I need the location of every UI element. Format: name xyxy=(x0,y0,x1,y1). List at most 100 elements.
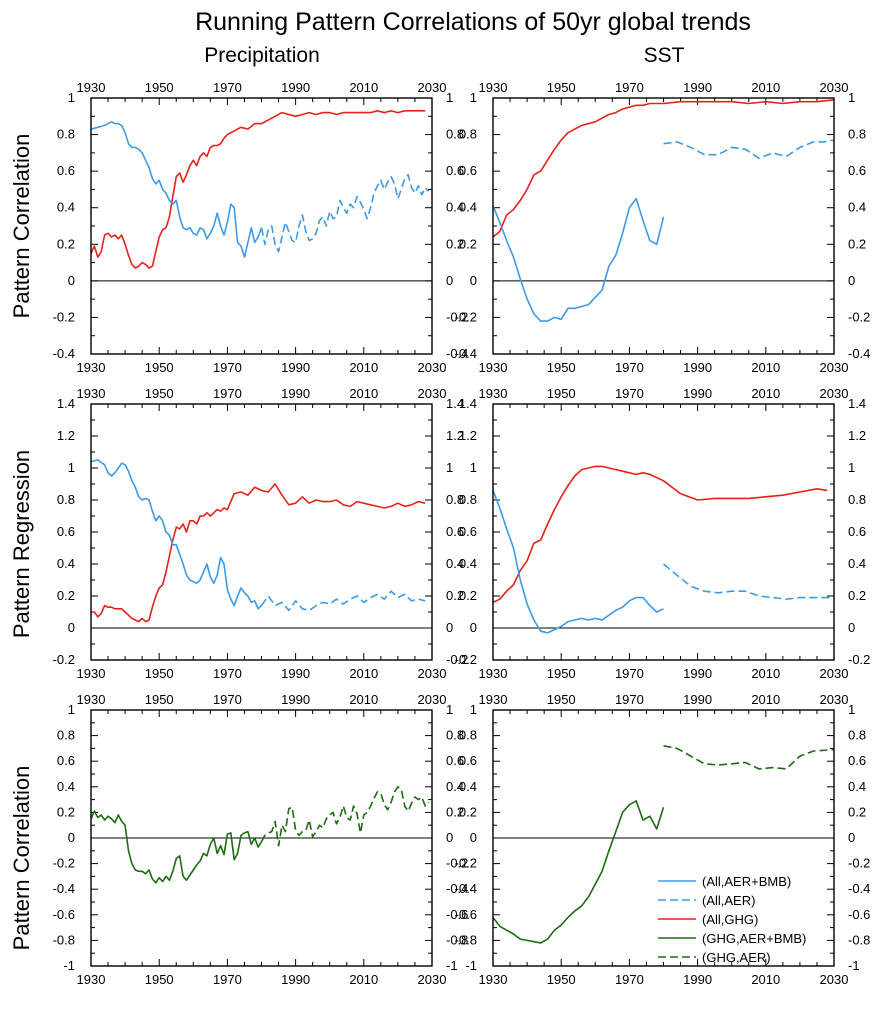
y-tick-label: 0.2 xyxy=(848,588,866,603)
x-tick-label: 2010 xyxy=(349,666,378,681)
y-tick-label: 0.6 xyxy=(848,753,866,768)
y-tick-label: 1 xyxy=(446,460,453,475)
y-tick-label: 1 xyxy=(68,702,75,717)
x-tick-label: 2030 xyxy=(418,386,447,401)
y-tick-label: 0.4 xyxy=(848,779,866,794)
y-tick-label: 0.4 xyxy=(848,556,866,571)
x-tick-label: 1990 xyxy=(281,80,310,95)
x-tick-label: 1970 xyxy=(615,386,644,401)
x-tick-label: 1930 xyxy=(77,386,106,401)
x-tick-label: 1930 xyxy=(479,360,508,375)
series-line xyxy=(492,99,835,238)
x-tick-label: 1950 xyxy=(547,80,576,95)
x-tick-label: 2010 xyxy=(349,360,378,375)
y-tick-label: -0.4 xyxy=(455,881,477,896)
x-tick-label: 2010 xyxy=(751,692,780,707)
x-tick-label: 1970 xyxy=(213,666,242,681)
x-tick-label: 1930 xyxy=(479,666,508,681)
y-tick-label: 0.4 xyxy=(446,556,464,571)
x-tick-label: 1930 xyxy=(77,692,106,707)
y-tick-label: 0 xyxy=(446,273,453,288)
x-tick-label: 2010 xyxy=(751,972,780,987)
panel-0-0: 1930 1930 1950 1950 1970 1970 1990 1990 2010 2010… xyxy=(53,80,469,375)
y-tick-label: 0.6 xyxy=(57,524,75,539)
y-tick-label: 0.4 xyxy=(57,200,75,215)
y-tick-label: 0.6 xyxy=(57,163,75,178)
y-tick-label: 0.8 xyxy=(848,728,866,743)
x-tick-label: 1950 xyxy=(145,666,174,681)
x-tick-label: 2030 xyxy=(418,360,447,375)
x-tick-label: 1930 xyxy=(479,80,508,95)
y-tick-label: 0 xyxy=(848,273,855,288)
y-tick-label: -0.8 xyxy=(455,932,477,947)
series-line xyxy=(492,465,828,604)
x-tick-label: 1970 xyxy=(213,360,242,375)
y-tick-label: -0.4 xyxy=(446,346,468,361)
y-tick-label: -0.2 xyxy=(848,309,870,324)
main-title: Running Pattern Correlations of 50yr glo… xyxy=(195,8,751,36)
y-tick-label: 0.8 xyxy=(446,728,464,743)
y-tick-label: 1.4 xyxy=(446,396,464,411)
y-tick-label: 0.4 xyxy=(57,779,75,794)
y-tick-label: 0.8 xyxy=(459,127,477,142)
x-tick-label: 2030 xyxy=(418,80,447,95)
series-line xyxy=(260,785,430,847)
y-tick-label: -0.2 xyxy=(455,856,477,871)
y-tick-label: 0.6 xyxy=(459,753,477,768)
x-tick-label: 2030 xyxy=(820,972,849,987)
x-tick-label: 1930 xyxy=(77,972,106,987)
y-tick-label: 1 xyxy=(848,460,855,475)
y-tick-label: -1 xyxy=(465,958,477,973)
x-tick-label: 2030 xyxy=(820,666,849,681)
y-tick-label: 0.6 xyxy=(459,524,477,539)
y-tick-label: 0.6 xyxy=(446,524,464,539)
plot-frame xyxy=(90,403,433,661)
x-tick-label: 1970 xyxy=(615,80,644,95)
y-tick-label: 0.8 xyxy=(848,127,866,142)
y-tick-label: 0.6 xyxy=(57,753,75,768)
legend: (All,AER+BMB) (All,AER) (All,GHG) (GHG,AER+… xyxy=(658,874,806,965)
y-tick-label: 1 xyxy=(470,90,477,105)
y-tick-label: 0.4 xyxy=(459,200,477,215)
y-tick-label: 0 xyxy=(848,830,855,845)
panel-2-0: 1930 1930 1950 1950 1970 1970 1990 1990 2010 2010… xyxy=(53,692,469,987)
y-tick-label: 1.2 xyxy=(459,428,477,443)
y-tick-label: -0.6 xyxy=(455,907,477,922)
x-tick-label: 2010 xyxy=(349,80,378,95)
y-tick-label: 0.2 xyxy=(459,588,477,603)
x-tick-label: 1970 xyxy=(615,972,644,987)
series-line xyxy=(492,800,665,944)
x-tick-label: 1990 xyxy=(281,666,310,681)
series-line xyxy=(260,174,430,253)
y-tick-label: -0.2 xyxy=(446,652,468,667)
y-tick-label: -0.4 xyxy=(848,881,870,896)
series-line xyxy=(260,590,426,612)
x-tick-label: 2030 xyxy=(820,692,849,707)
x-tick-label: 1930 xyxy=(479,386,508,401)
x-tick-label: 1950 xyxy=(547,692,576,707)
series-line xyxy=(663,139,835,160)
y-tick-label: -0.2 xyxy=(455,309,477,324)
y-tick-label: 1.4 xyxy=(848,396,866,411)
x-tick-label: 1970 xyxy=(615,692,644,707)
x-tick-label: 1970 xyxy=(213,80,242,95)
y-tick-label: 0.2 xyxy=(446,804,464,819)
series-line xyxy=(90,121,263,258)
y-tick-label: -0.4 xyxy=(53,881,75,896)
y-tick-label: -1 xyxy=(848,958,860,973)
series-line xyxy=(663,745,835,770)
x-tick-label: 1990 xyxy=(683,972,712,987)
series-line xyxy=(492,197,665,322)
x-tick-label: 1990 xyxy=(683,386,712,401)
y-tick-label: 1 xyxy=(848,702,855,717)
y-tick-label: 1 xyxy=(848,90,855,105)
y-tick-label: 1.2 xyxy=(446,428,464,443)
y-tick-label: 1 xyxy=(470,460,477,475)
y-tick-label: -0.2 xyxy=(53,856,75,871)
plot-frame xyxy=(492,97,835,355)
x-tick-label: 2010 xyxy=(751,80,780,95)
y-tick-label: -1 xyxy=(446,958,458,973)
legend-label: (All,AER+BMB) xyxy=(702,874,791,889)
y-tick-label: 1 xyxy=(446,702,453,717)
